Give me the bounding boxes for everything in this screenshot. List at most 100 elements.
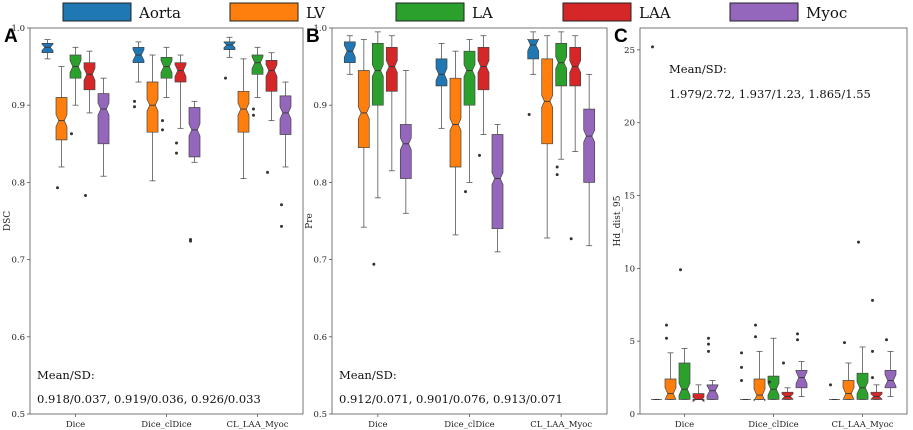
outlier-point	[252, 113, 255, 117]
outlier-point	[707, 342, 710, 346]
outlier-point	[175, 141, 178, 145]
box-aorta	[527, 31, 540, 116]
mean-sd-title: Mean/SD:	[37, 368, 95, 382]
y-tick-label: 0.8	[11, 178, 25, 188]
box-lv	[237, 58, 250, 179]
outlier-point	[707, 336, 710, 340]
box-laa	[174, 54, 187, 155]
box-laa	[385, 35, 398, 172]
y-tick-label: 0.8	[313, 178, 327, 188]
y-tick-label: 0.7	[313, 256, 327, 266]
outlier-point	[740, 351, 743, 355]
outlier-point	[133, 105, 136, 109]
outlier-point	[651, 45, 654, 49]
y-tick-label: 25	[624, 46, 635, 56]
legend-label-lv: LV	[306, 4, 326, 22]
box-lv	[449, 50, 462, 236]
box-body	[692, 393, 705, 403]
box-body	[83, 62, 96, 91]
box-laa	[569, 35, 582, 241]
mean-sd-values: 0.912/0.071, 0.901/0.076, 0.913/0.071	[339, 392, 563, 406]
box-body	[884, 369, 897, 389]
box-myoc	[399, 70, 412, 214]
y-tick-label: 0.5	[11, 410, 25, 420]
y-tick-label: 10	[624, 264, 635, 274]
outlier-point	[796, 332, 799, 336]
box-la	[767, 337, 780, 400]
outlier-point	[70, 132, 73, 136]
box-body	[160, 56, 173, 79]
box-lv	[357, 39, 370, 228]
outlier-point	[843, 341, 846, 345]
box-la	[555, 31, 568, 177]
y-tick-label: 0.6	[11, 333, 25, 343]
outlier-point	[740, 365, 743, 369]
box-body	[41, 43, 54, 54]
outlier-point	[768, 380, 771, 384]
y-tick-label: 1.0	[11, 24, 25, 34]
x-tick-label: Dice	[66, 420, 85, 430]
box-body	[279, 95, 292, 135]
box-lv	[541, 35, 554, 239]
y-tick-label: 5	[630, 337, 635, 347]
box-body	[357, 70, 370, 149]
legend: Aorta LV LA LAA Myoc	[62, 2, 847, 22]
box-lv	[842, 341, 855, 400]
mean-sd-title: Mean/SD:	[669, 62, 727, 76]
box-lv	[753, 323, 766, 402]
outlier-point	[740, 378, 743, 382]
box-body	[449, 77, 462, 168]
outlier-point	[175, 151, 178, 155]
box-body	[399, 124, 412, 179]
y-tick-label: 0.5	[313, 410, 327, 420]
box-aorta	[223, 36, 236, 80]
panel-a-dsc: 0.5 0.6 0.7 0.8 0.9 1.0 DSC Dice Dice_clDice CL_L…	[3, 24, 304, 430]
outlier-point	[224, 76, 227, 80]
box-body	[251, 54, 264, 75]
outlier-point	[161, 128, 164, 132]
box-body	[753, 378, 766, 402]
box-aorta	[651, 45, 662, 400]
outlier-point	[871, 376, 874, 380]
y-tick-label: 0	[630, 410, 635, 420]
panel-letter-b: B	[306, 26, 320, 47]
outlier-point	[707, 349, 710, 353]
panel-c-hd95: 0 5 10 15 20 25 Hd_dist_95 Dice Dice_clDice CL_LA…	[613, 27, 908, 430]
legend-swatch-lv	[229, 2, 299, 22]
box-myoc	[795, 332, 808, 397]
outlier-point	[133, 99, 136, 103]
y-tick-label: 15	[624, 192, 635, 202]
box-body	[371, 43, 384, 106]
box-la	[856, 240, 869, 400]
y-tick-label: 0.6	[313, 333, 327, 343]
y-tick-label: 1.0	[313, 24, 327, 34]
box-laa	[692, 384, 705, 403]
outlier-point	[871, 298, 874, 302]
box-body	[527, 38, 540, 60]
mean-sd-values: 0.918/0.037, 0.919/0.036, 0.926/0.033	[37, 392, 261, 406]
box-laa	[83, 50, 96, 198]
box-aorta	[740, 351, 751, 400]
y-axis-label: Pre	[305, 213, 315, 229]
box-body	[343, 41, 356, 64]
box-myoc	[491, 124, 504, 253]
box-la	[69, 46, 82, 136]
legend-swatch-la	[395, 2, 465, 22]
legend-label-myoc: Myoc	[806, 4, 847, 22]
box-myoc	[188, 100, 201, 243]
outlier-point	[478, 153, 481, 157]
box-body	[435, 58, 448, 87]
box-lv	[55, 66, 68, 190]
box-body	[856, 372, 869, 400]
mean-sd-title: Mean/SD:	[339, 368, 397, 382]
box-body	[664, 378, 677, 400]
outlier-point	[161, 119, 164, 123]
box-aorta	[41, 39, 54, 60]
outlier-point	[796, 338, 799, 342]
outlier-point	[189, 239, 192, 243]
box-body	[477, 46, 490, 91]
outlier-point	[871, 349, 874, 353]
outlier-point	[569, 237, 573, 241]
box-body	[188, 107, 201, 158]
box-myoc	[279, 81, 292, 228]
